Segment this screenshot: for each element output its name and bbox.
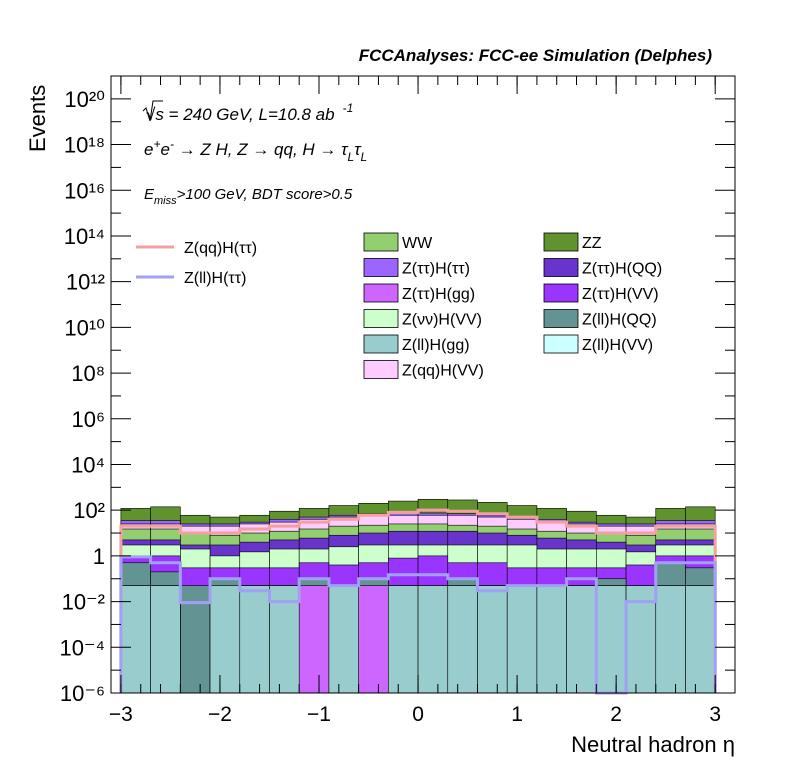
x-tick-label: 1 [511,703,523,726]
x-tick-label: −2 [208,703,232,726]
y-tick-label: 10¹⁶ [64,178,105,203]
histogram-bar [685,585,716,694]
legend-label: Z(ττ)H(ττ) [402,261,470,278]
legend-label: Z(ll)H(QQ) [582,312,657,329]
legend-swatch [363,232,399,252]
histogram-bar [209,585,241,694]
y-tick-label: 10⁶ [71,407,105,432]
sqrt-sign [142,100,163,122]
plot-frame [110,75,736,694]
y-tick-label: 10¹⁰ [64,315,105,340]
y-tick-label: 10⁻² [62,590,105,615]
legend-label: Z(ττ)H(QQ) [582,261,662,278]
legend-label: Z(ττ)H(gg) [402,286,475,303]
legend-line-label: Z(qq)H(ττ) [184,240,257,257]
histogram-bar [477,585,508,694]
legend-label: WW [402,235,433,252]
legend-swatch [543,283,579,303]
legend-label: Z(ll)H(VV) [582,337,653,354]
legend-label: Z(qq)H(VV) [402,363,484,380]
histogram-bar [388,585,419,694]
energy-text: √s = 240 GeV, L=10.8 ab -1 [146,101,353,124]
y-tick-label: 10² [73,498,105,523]
histogram-bar [417,585,449,694]
histogram-bar [655,585,686,694]
legend-line-label: Z(ll)H(ττ) [184,270,246,287]
histogram-bar [566,585,597,694]
x-tick-label: 2 [610,703,622,726]
x-axis-label: Neutral hadron η [571,732,735,757]
y-tick-label: 10¹² [66,270,105,295]
y-tick-label: 10⁻⁴ [59,635,105,660]
legend-swatch [363,283,399,303]
histogram-bar [298,585,330,694]
x-tick-label: 3 [709,703,721,726]
legend-label: ZZ [582,235,602,252]
axes: −3 −2 −1 0 1 2 3 10⁻⁶ 10⁻⁴ 10⁻² 1 10² 10⁴ 10⁶ 10⁸ 10¹⁰ 1… [59,75,735,726]
histogram-bar [358,585,389,694]
x-tick-label: −1 [307,703,331,726]
annotation-cut: Emiss>100 GeV, BDT score>0.5 [144,186,353,207]
stack-zllhgg [120,585,716,694]
histogram-bars [120,498,716,694]
y-tick-label: 10⁻⁶ [60,681,105,706]
y-tick-label: 10¹⁴ [64,224,105,249]
legend-swatch [363,360,399,379]
legend-swatch [363,334,399,354]
chart-title: FCCAnalyses: FCC-ee Simulation (Delphes) [359,46,713,65]
histogram-bar [536,585,567,694]
histogram-bar [506,585,538,694]
y-tick-label: 10¹⁸ [64,133,105,158]
legend-swatch [543,258,579,277]
legend: Z(qq)H(ττ) Z(ll)H(ττ) WW ZZ Z(ττ)H(ττ) Z(ττ)H… [136,232,662,380]
legend-label: Z(νν)H(VV) [402,312,482,329]
annotation-energy: √s = 240 GeV, L=10.8 ab -1 [142,100,353,124]
x-tick-label: −3 [109,703,133,726]
x-tick-label: 0 [412,703,424,726]
legend-swatch [543,309,579,328]
y-axis-label: Events [25,85,50,152]
y-tick-label: 10²⁰ [64,87,105,112]
histogram-bar [596,585,627,694]
histogram-bar [447,585,478,694]
legend-label: Z(ll)H(gg) [402,337,470,354]
legend-swatch [543,334,579,354]
series-line [119,508,717,693]
legend-swatch [363,309,399,328]
legend-label: Z(ττ)H(VV) [582,286,659,303]
histogram-bar [150,585,181,694]
histogram-bar [239,585,270,694]
y-tick-label: 10⁸ [71,361,105,386]
y-tick-label: 10⁴ [71,452,105,477]
histogram-bar [328,585,359,694]
energy-exponent: -1 [343,101,354,115]
y-tick-label: 1 [93,544,105,569]
legend-swatch [543,232,579,252]
legend-swatch [363,258,399,277]
